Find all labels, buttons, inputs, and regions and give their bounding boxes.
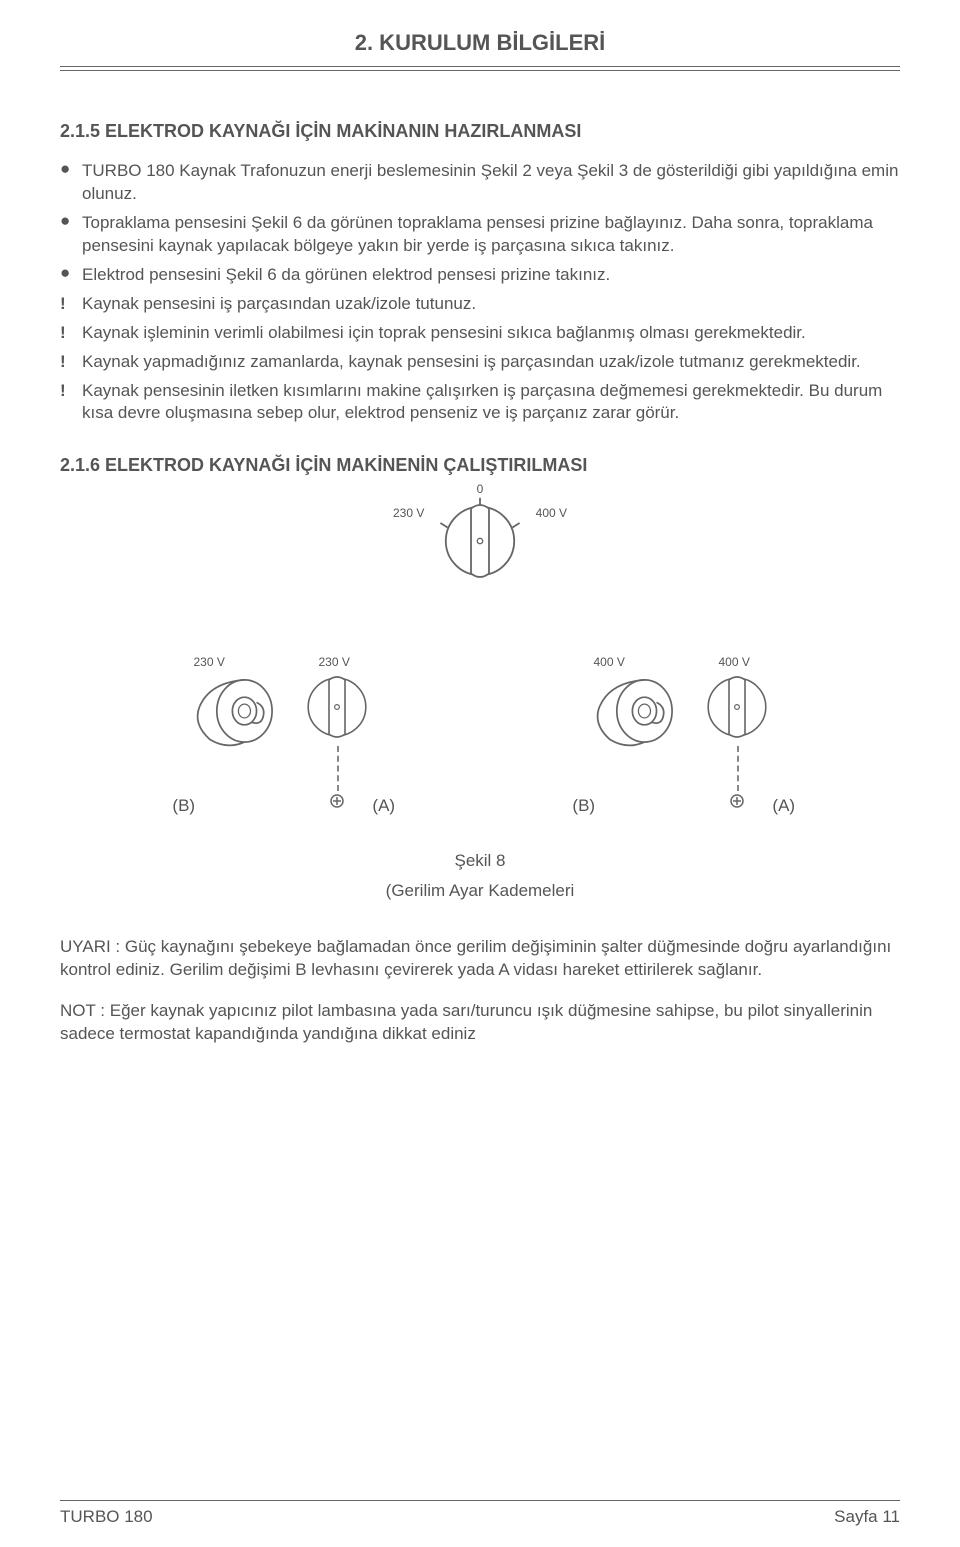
list-item-text: Kaynak pensesini iş parçasından uzak/izo… [82,294,476,313]
list-item-text: Kaynak pensesinin iletken kısımlarını ma… [82,381,882,423]
section-216-title: 2.1.6 ELEKTROD KAYNAĞI İÇİN MAKİNENİN ÇA… [60,455,900,476]
list-item: ! Kaynak pensesinin iletken kısımlarını m… [60,380,900,426]
label-230v: 230 V [393,506,424,520]
knob-side-400: 400 V [584,671,679,756]
list-item-text: TURBO 180 Kaynak Trafonuzun enerji besle… [82,161,898,203]
knob-row: 230 V 230 V [60,671,900,756]
list-item: ! Kaynak pensesini iş parçasından uzak/iz… [60,293,900,316]
label-zero: 0 [477,482,484,496]
warning-icon: ! [60,380,66,403]
knob-side-230: 230 V [184,671,279,756]
figure-caption-line1: Şekil 8 [60,851,900,871]
list-item-text: Elektrod pensesini Şekil 6 da görünen el… [82,265,610,284]
figure-caption-line2: (Gerilim Ayar Kademeleri [60,881,900,901]
list-item: ● Topraklama pensesini Şekil 6 da görünen… [60,212,900,258]
header-divider [60,66,900,71]
list-item-text: Kaynak işleminin verimli olabilmesi için… [82,323,806,342]
footer-left: TURBO 180 [60,1507,153,1527]
knob-front-svg [297,671,377,751]
page-footer: TURBO 180 Sayfa 11 [60,1500,900,1527]
label-b: (B) [136,796,231,816]
label-b: (B) [536,796,631,816]
footer-divider [60,1500,900,1501]
knob-front-230: 230 V [297,671,377,756]
section-215-title: 2.1.5 ELEKTROD KAYNAĞI İÇİN MAKİNANIN HA… [60,121,900,142]
knob-side-svg [184,671,279,751]
warning-icon: ! [60,293,66,316]
list-item: ! Kaynak yapmadığınız zamanlarda, kaynak … [60,351,900,374]
knob-top: 0 230 V 400 V [435,496,525,591]
knob-front-svg [697,671,777,751]
label-400v: 400 V [536,506,567,520]
label-230v: 230 V [319,655,350,669]
label-400v: 400 V [594,655,625,669]
warning-paragraph: UYARI : Güç kaynağını şebekeye bağlamada… [60,936,900,982]
note-paragraph: NOT : Eğer kaynak yapıcınız pilot lambas… [60,1000,900,1046]
bullet-icon: ● [60,212,70,229]
figure-8: 0 230 V 400 V 230 V [60,496,900,916]
footer-right: Sayfa 11 [834,1507,900,1527]
section-215-list: ● TURBO 180 Kaynak Trafonuzun enerji besl… [60,160,900,425]
list-item: ● TURBO 180 Kaynak Trafonuzun enerji besl… [60,160,900,206]
label-a: (A) [744,796,824,816]
bullet-icon: ● [60,264,70,281]
warning-icon: ! [60,351,66,374]
list-item-text: Topraklama pensesini Şekil 6 da görünen … [82,213,873,255]
list-item-text: Kaynak yapmadığınız zamanlarda, kaynak p… [82,352,861,371]
chapter-title: 2. KURULUM BİLGİLERİ [60,30,900,56]
label-400v: 400 V [719,655,750,669]
knob-group-230: 230 V 230 V [184,671,377,756]
knob-svg [435,496,525,586]
figure-caption: Şekil 8 (Gerilim Ayar Kademeleri [60,841,900,901]
list-item: ! Kaynak işleminin verimli olabilmesi içi… [60,322,900,345]
label-230v: 230 V [194,655,225,669]
dash-line [337,746,339,791]
label-a: (A) [344,796,424,816]
warning-icon: ! [60,322,66,345]
figure-position-labels: (B) (A) (B) (A) [60,796,900,816]
list-item: ● Elektrod pensesini Şekil 6 da görünen e… [60,264,900,287]
dash-line [737,746,739,791]
bullet-icon: ● [60,160,70,177]
knob-group-400: 400 V 400 V [584,671,777,756]
knob-side-svg [584,671,679,751]
knob-front-400: 400 V [697,671,777,756]
